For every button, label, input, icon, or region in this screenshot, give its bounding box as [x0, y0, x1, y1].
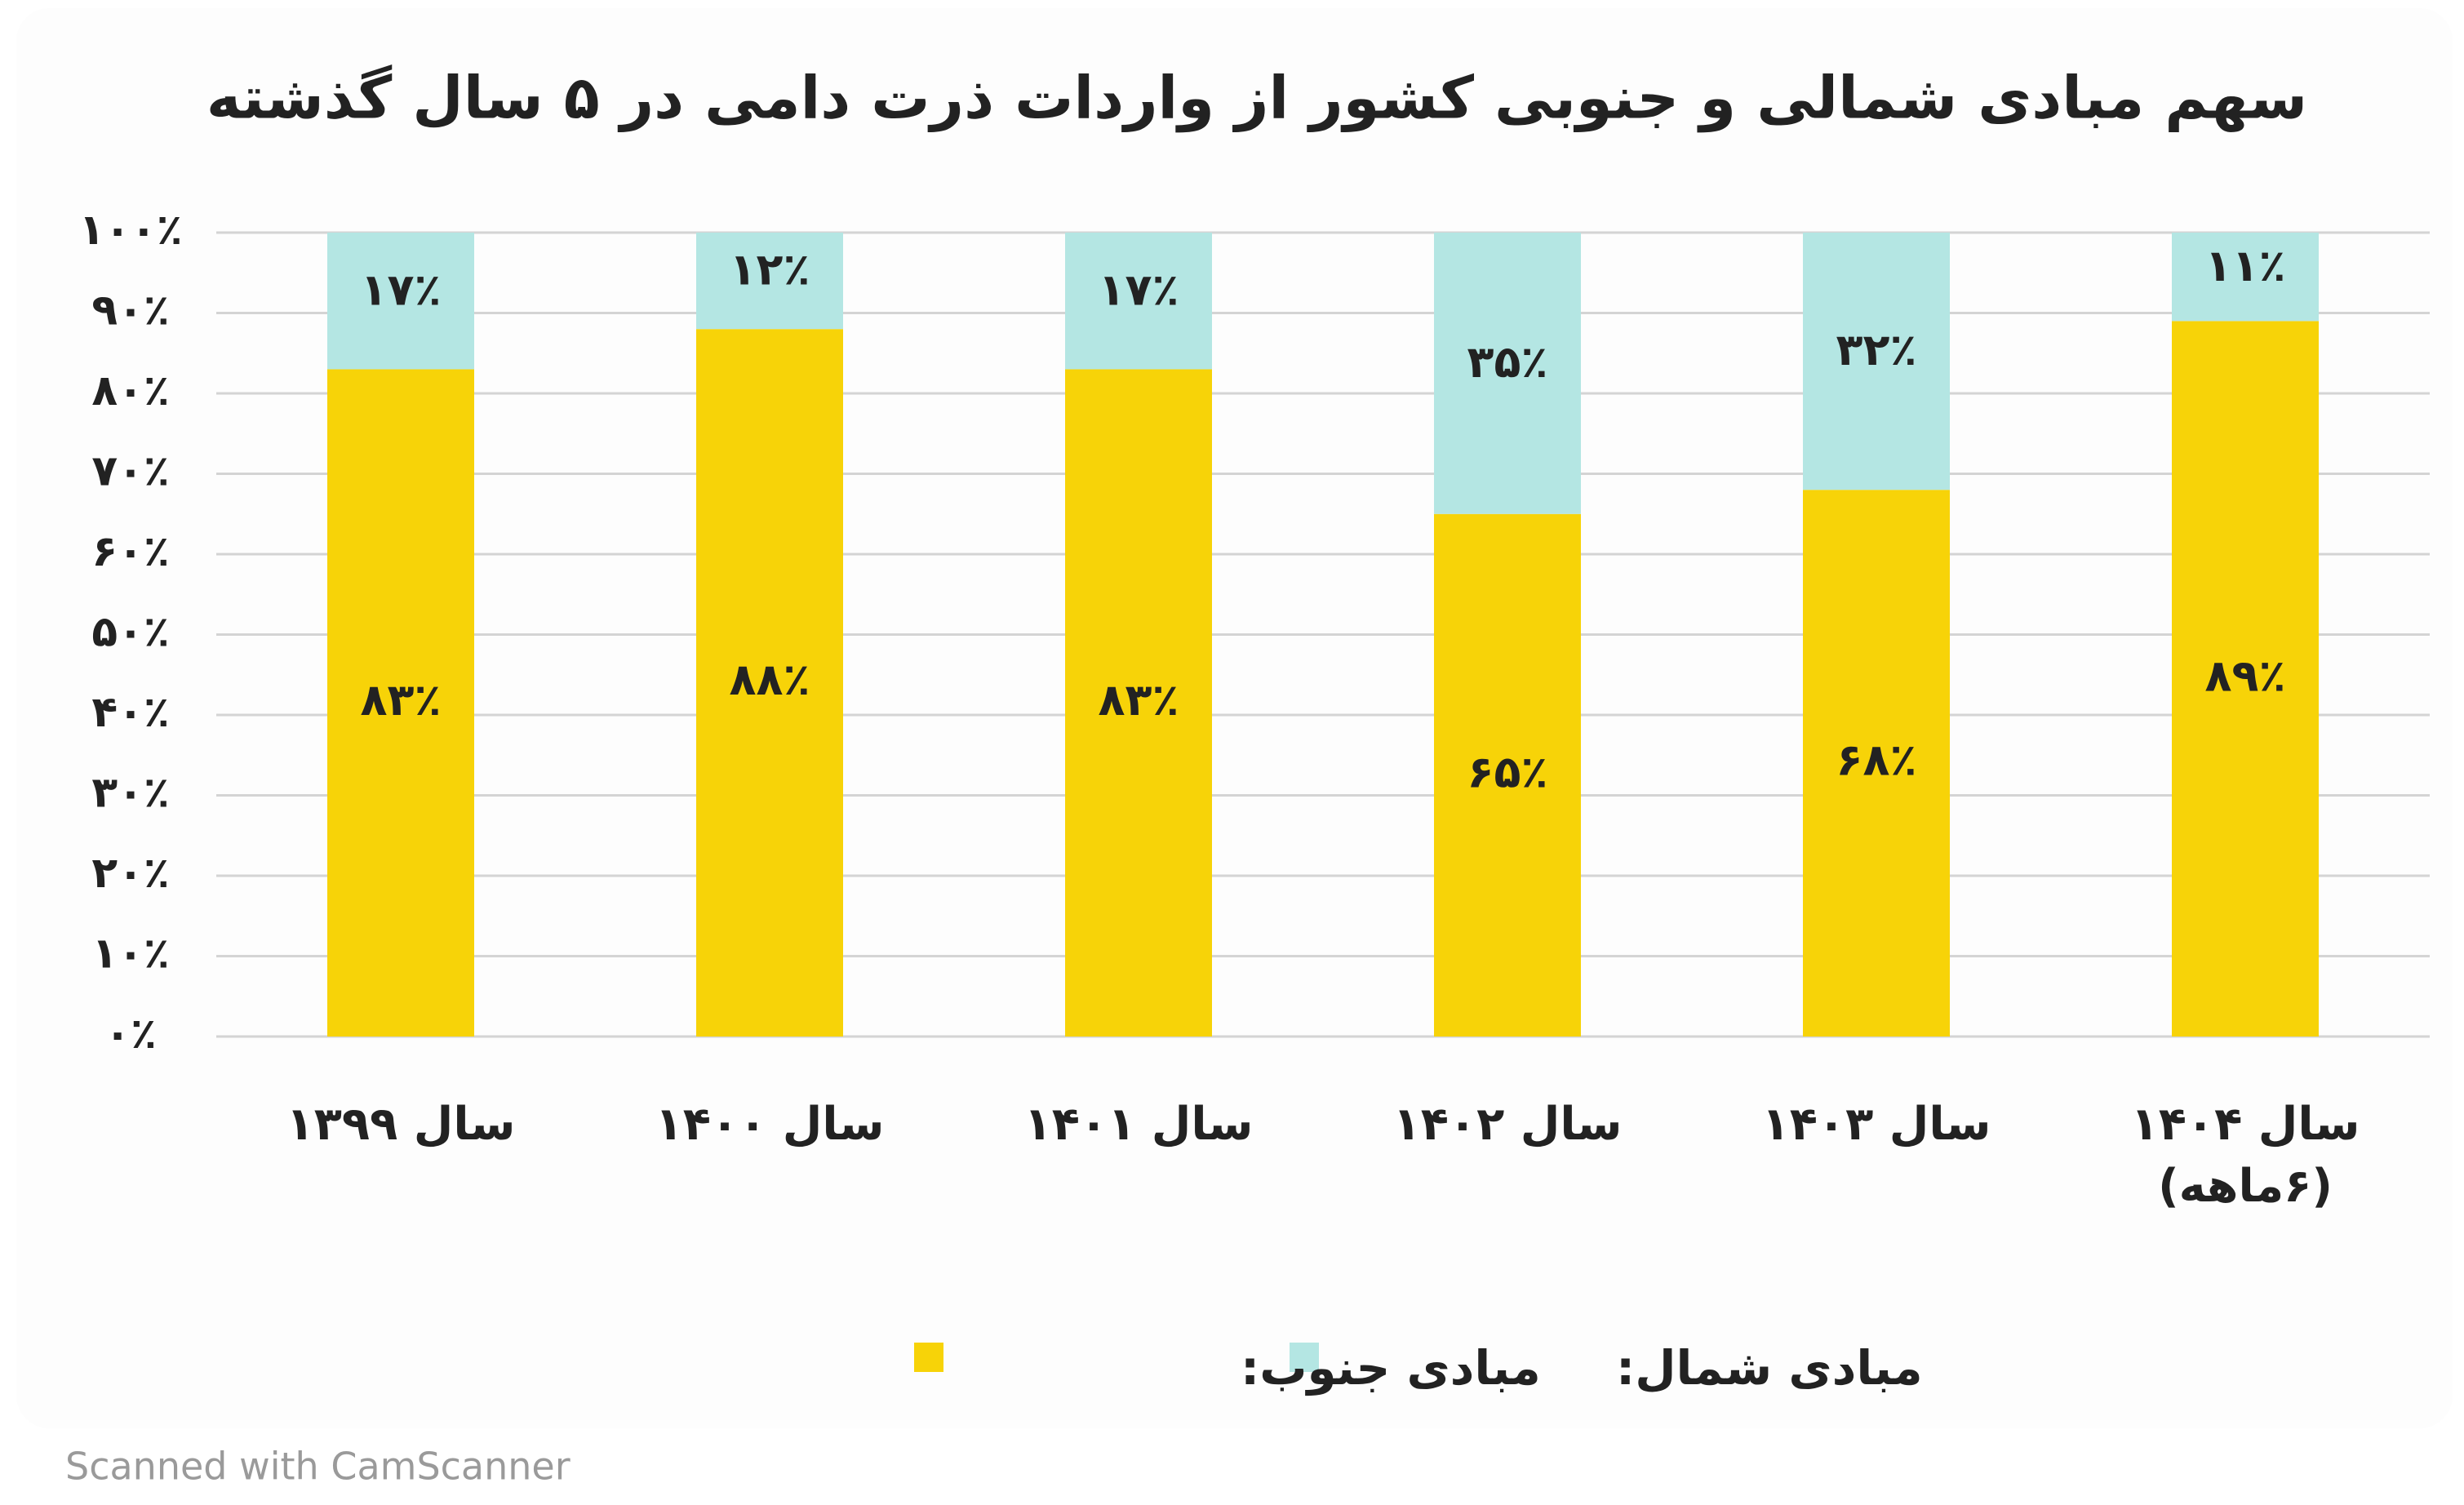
y-tick-label: ۱۰۰٪: [79, 206, 183, 255]
chart-title: سهم مبادی شمالی و جنوبی کشور از واردات ذ…: [206, 64, 2307, 133]
y-tick-label: ۹۰٪: [91, 286, 169, 335]
value-label: ۳۵٪: [1467, 336, 1548, 388]
bar-segment: [1065, 369, 1212, 1037]
bar-segment: [1803, 233, 1950, 491]
bar-segment: [1803, 490, 1950, 1037]
value-label: ۸۸٪: [730, 654, 810, 705]
legend-label: مبادی جنوب:: [1241, 1340, 1541, 1396]
bar-segment: [2172, 321, 2319, 1037]
legend-swatch: [1290, 1343, 1319, 1372]
bar-segment: [696, 329, 843, 1037]
value-label: ۱۷٪: [361, 264, 442, 315]
value-label: ۸۳٪: [361, 674, 442, 726]
bar-segment: [327, 233, 474, 370]
value-label: ۶۵٪: [1467, 747, 1548, 798]
value-label: ۱۷٪: [1099, 264, 1179, 315]
x-tick-label: سال ۱۴۰۰: [655, 1098, 885, 1151]
y-tick-label: ۳۰٪: [91, 769, 169, 818]
y-tick-label: ۶۰٪: [91, 527, 169, 576]
bar-segment: [696, 233, 843, 330]
x-tick-label: سال ۱۳۹۹: [286, 1098, 516, 1151]
value-label: ۱۱٪: [2205, 240, 2286, 291]
value-label: ۶۸٪: [1836, 735, 1917, 786]
bar-segment: [1065, 233, 1212, 370]
value-label: ۳۲٪: [1836, 324, 1917, 375]
value-label: ۸۳٪: [1099, 674, 1179, 726]
value-label: ۱۲٪: [730, 244, 810, 295]
x-tick-label: سال ۱۴۰۲: [1392, 1098, 1623, 1151]
y-tick-label: ۰٪: [104, 1010, 156, 1059]
y-tick-label: ۴۰٪: [91, 688, 169, 737]
y-tick-label: ۸۰٪: [91, 366, 169, 415]
y-tick-label: ۵۰٪: [91, 608, 169, 657]
value-label: ۸۹٪: [2205, 650, 2286, 701]
y-tick-label: ۲۰٪: [91, 849, 169, 898]
legend-label: مبادی شمال:: [1616, 1340, 1923, 1396]
bar-segment: [2172, 233, 2319, 322]
y-tick-label: ۱۰٪: [91, 930, 169, 979]
legend-swatch: [914, 1343, 943, 1372]
watermark: Scanned with CamScanner: [65, 1445, 570, 1489]
x-tick-label: سال ۱۴۰۳: [1761, 1098, 1991, 1151]
bar-segment: [327, 369, 474, 1037]
x-tick-label: سال ۱۴۰۴ (۶ماهه): [2130, 1098, 2360, 1213]
x-tick-label: سال ۱۴۰۱: [1023, 1098, 1254, 1151]
y-tick-label: ۷۰٪: [91, 447, 169, 496]
bar-segment: [1434, 513, 1581, 1037]
bar-segment: [1434, 233, 1581, 514]
